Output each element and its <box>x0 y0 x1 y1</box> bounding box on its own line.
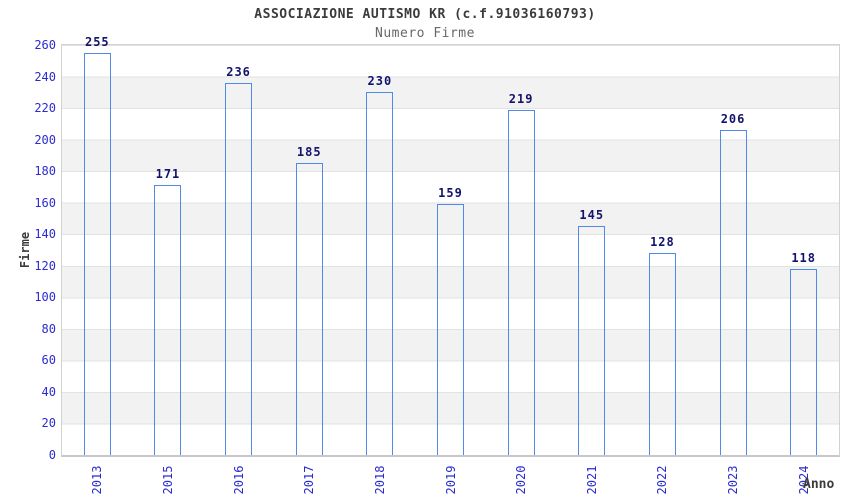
value-label-2017: 185 <box>296 145 322 160</box>
x-tick-label-2016: 2016 <box>231 465 246 495</box>
value-label-2013: 255 <box>84 34 110 49</box>
x-axis-title: Anno <box>803 477 835 492</box>
y-tick-label: 140 <box>34 227 56 242</box>
y-tick-label: 240 <box>34 69 56 84</box>
chart-subtitle: Numero Firme <box>375 26 475 41</box>
plot-area: 255 171 236 185 230 159 219 145 128 206 118 <box>61 35 840 457</box>
y-tick-label: 20 <box>41 416 56 431</box>
y-tick-label: 40 <box>41 384 56 399</box>
x-tick-label-2022: 2022 <box>655 465 670 495</box>
x-tick-label-2020: 2020 <box>514 465 529 495</box>
value-label-2022: 128 <box>650 235 675 250</box>
bar-2016 <box>225 82 253 455</box>
y-tick-label: 80 <box>41 321 56 336</box>
y-tick-label: 180 <box>34 164 56 179</box>
y-tick-label: 0 <box>48 448 56 462</box>
bar-2022 <box>648 253 676 455</box>
bar-2015 <box>154 185 182 455</box>
y-tick-label: 260 <box>34 38 56 52</box>
x-tick-label-2023: 2023 <box>726 465 741 495</box>
value-label-2020: 219 <box>508 91 534 106</box>
value-label-2023: 206 <box>720 112 746 127</box>
value-label-2019: 159 <box>438 186 463 201</box>
value-label-2016: 236 <box>226 64 251 79</box>
x-tick-label-2019: 2019 <box>443 465 458 495</box>
bar-2024 <box>790 268 818 455</box>
chart-title: ASSOCIAZIONE AUTISMO KR (c.f.91036160793… <box>254 7 596 22</box>
y-tick-label: 60 <box>41 353 56 368</box>
value-label-2024: 118 <box>791 250 817 265</box>
x-tick-label-2018: 2018 <box>372 465 387 495</box>
bar-2020 <box>507 109 535 455</box>
bar-2018 <box>366 92 394 455</box>
x-tick-label-2013: 2013 <box>90 465 105 495</box>
bar-2017 <box>295 163 323 455</box>
value-label-2015: 171 <box>155 167 181 182</box>
bar-2023 <box>719 130 747 455</box>
y-tick-label: 160 <box>34 195 56 210</box>
y-tick-label: 200 <box>34 132 56 147</box>
bar-2019 <box>437 204 464 455</box>
bar-2021 <box>578 226 606 455</box>
x-tick-label-2021: 2021 <box>584 465 599 495</box>
x-tick-label-2017: 2017 <box>302 465 317 495</box>
bar-2013 <box>83 52 111 455</box>
y-tick-label: 120 <box>34 258 56 273</box>
y-tick-label: 220 <box>34 101 56 116</box>
y-tick-label: 100 <box>34 290 56 305</box>
value-label-2021: 145 <box>579 208 605 223</box>
x-tick-label-2015: 2015 <box>160 465 175 495</box>
value-label-2018: 230 <box>367 74 393 89</box>
